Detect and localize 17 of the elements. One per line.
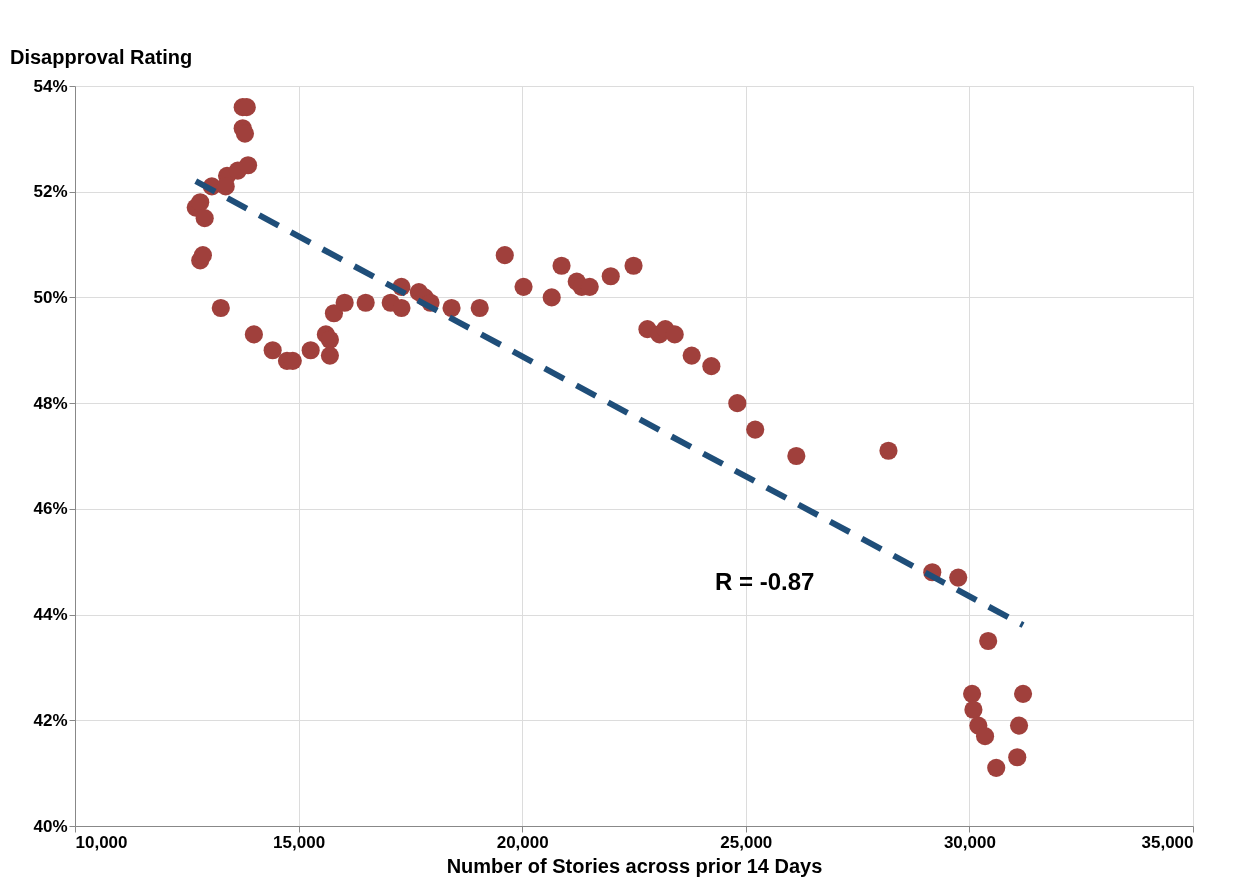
x-tick-label: 15,000: [273, 832, 326, 852]
x-tick-label: 25,000: [720, 832, 773, 852]
y-tick-label: 44%: [33, 605, 68, 625]
x-tick-label: 35,000: [1141, 832, 1194, 852]
y-tick-label: 40%: [33, 816, 68, 836]
y-tick-label: 50%: [33, 287, 68, 307]
y-tick-label: 48%: [33, 393, 68, 413]
x-tick-label: 30,000: [943, 832, 996, 852]
y-tick-label: 42%: [33, 710, 68, 730]
y-tick-label: 52%: [33, 182, 68, 202]
y-axis-title: Disapproval Rating: [10, 46, 193, 68]
x-tick-label: 20,000: [496, 832, 549, 852]
x-axis-title: Number of Stories across prior 14 Days: [446, 854, 823, 877]
y-tick-label: 54%: [33, 76, 68, 96]
annotation: R = -0.87: [715, 568, 815, 595]
x-tick-label: 10,000: [75, 832, 128, 852]
y-tick-label: 46%: [33, 499, 68, 519]
